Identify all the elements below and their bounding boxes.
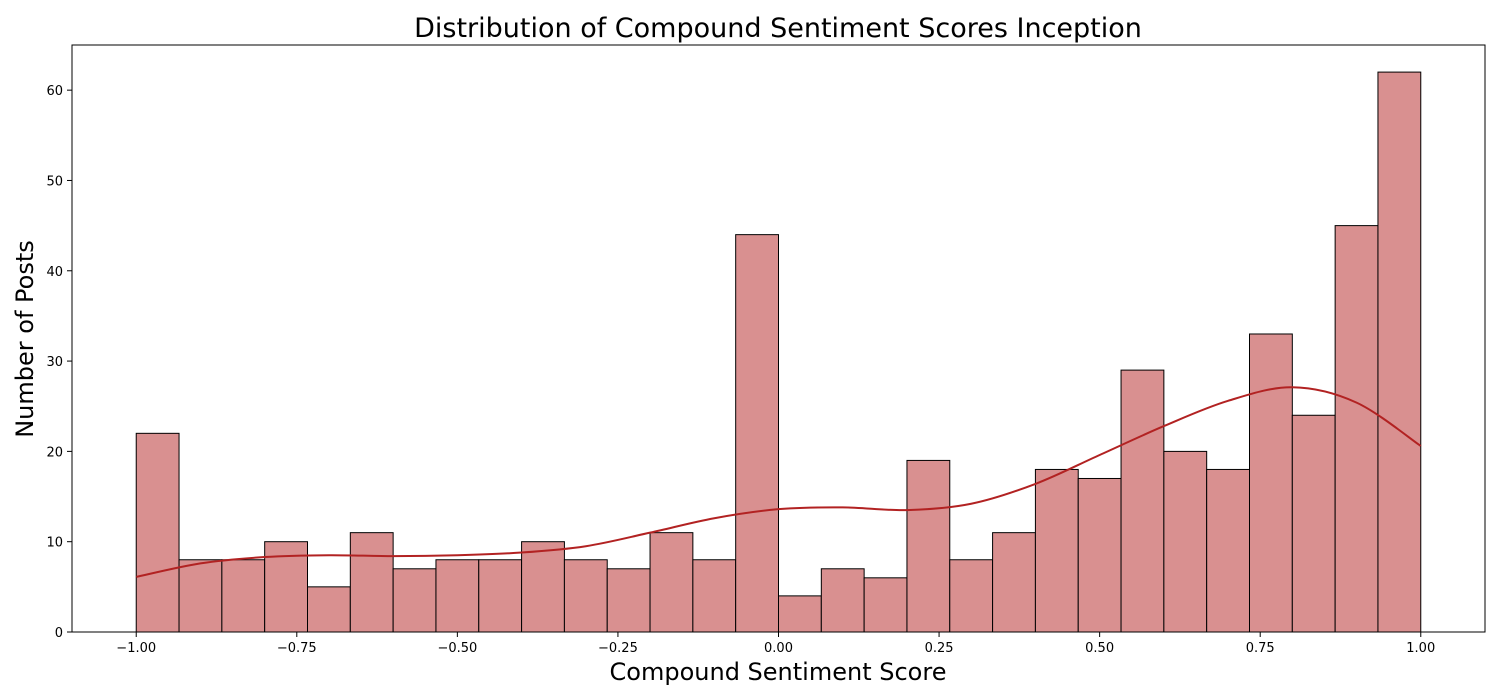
y-axis-ticks: 0 10 20 30 40 50 60 xyxy=(46,84,72,641)
histogram-bar xyxy=(478,559,523,633)
histogram-bar xyxy=(692,559,737,633)
histogram-bar xyxy=(521,541,565,633)
histogram-bar xyxy=(649,532,694,633)
y-tick-label: 20 xyxy=(46,445,63,460)
histogram-bar xyxy=(1206,468,1250,633)
histogram-bar xyxy=(1334,225,1379,633)
histogram-bar xyxy=(992,532,1036,633)
y-tick-label: 60 xyxy=(46,84,63,99)
histogram-bar xyxy=(820,568,865,633)
x-tick-label: 0.75 xyxy=(1246,641,1275,656)
x-tick-label: 1.00 xyxy=(1406,641,1435,656)
y-tick-label: 50 xyxy=(46,174,63,189)
x-tick-label: 0.50 xyxy=(1085,641,1114,656)
histogram-bar xyxy=(307,586,351,633)
histogram-bar xyxy=(863,577,908,633)
histogram-bar xyxy=(392,568,437,633)
y-tick-label: 30 xyxy=(46,355,63,370)
x-tick-label: −0.75 xyxy=(277,641,317,656)
histogram-bar xyxy=(1249,333,1293,633)
histogram-bar xyxy=(949,559,994,633)
kde-curve xyxy=(136,386,1422,578)
histogram-bar xyxy=(221,559,266,633)
x-tick-label: 0.25 xyxy=(925,641,954,656)
histogram-bar xyxy=(735,234,780,633)
histogram-bar xyxy=(606,568,651,633)
x-axis-label: Compound Sentiment Score xyxy=(610,658,947,686)
histogram-bar xyxy=(906,459,951,633)
histogram-bar xyxy=(178,559,223,633)
y-tick-label: 0 xyxy=(55,626,63,641)
histogram-bar xyxy=(778,595,822,633)
x-tick-label: −1.00 xyxy=(116,641,156,656)
histogram-bar xyxy=(135,432,180,633)
x-tick-label: 0.00 xyxy=(764,641,793,656)
histogram-bar xyxy=(349,532,394,633)
y-tick-label: 10 xyxy=(46,536,63,551)
histogram-bar xyxy=(1291,414,1336,633)
histogram-bar xyxy=(1163,450,1208,633)
histogram-bar xyxy=(1120,369,1165,633)
y-tick-label: 40 xyxy=(46,265,63,280)
x-axis-ticks: −1.00 −0.75 −0.50 −0.25 0.00 0.25 0.50 0.75 1.00 xyxy=(116,632,1435,656)
x-tick-label: −0.25 xyxy=(598,641,638,656)
histogram-bar xyxy=(1377,71,1422,633)
chart-title: Distribution of Compound Sentiment Score… xyxy=(414,13,1142,44)
y-axis-label: Number of Posts xyxy=(11,240,39,438)
bars-group xyxy=(135,71,1422,633)
histogram-bar xyxy=(1077,477,1122,633)
histogram-bar xyxy=(563,559,608,633)
histogram-bar xyxy=(1034,468,1079,633)
x-tick-label: −0.50 xyxy=(437,641,477,656)
histogram-bar xyxy=(435,559,480,633)
